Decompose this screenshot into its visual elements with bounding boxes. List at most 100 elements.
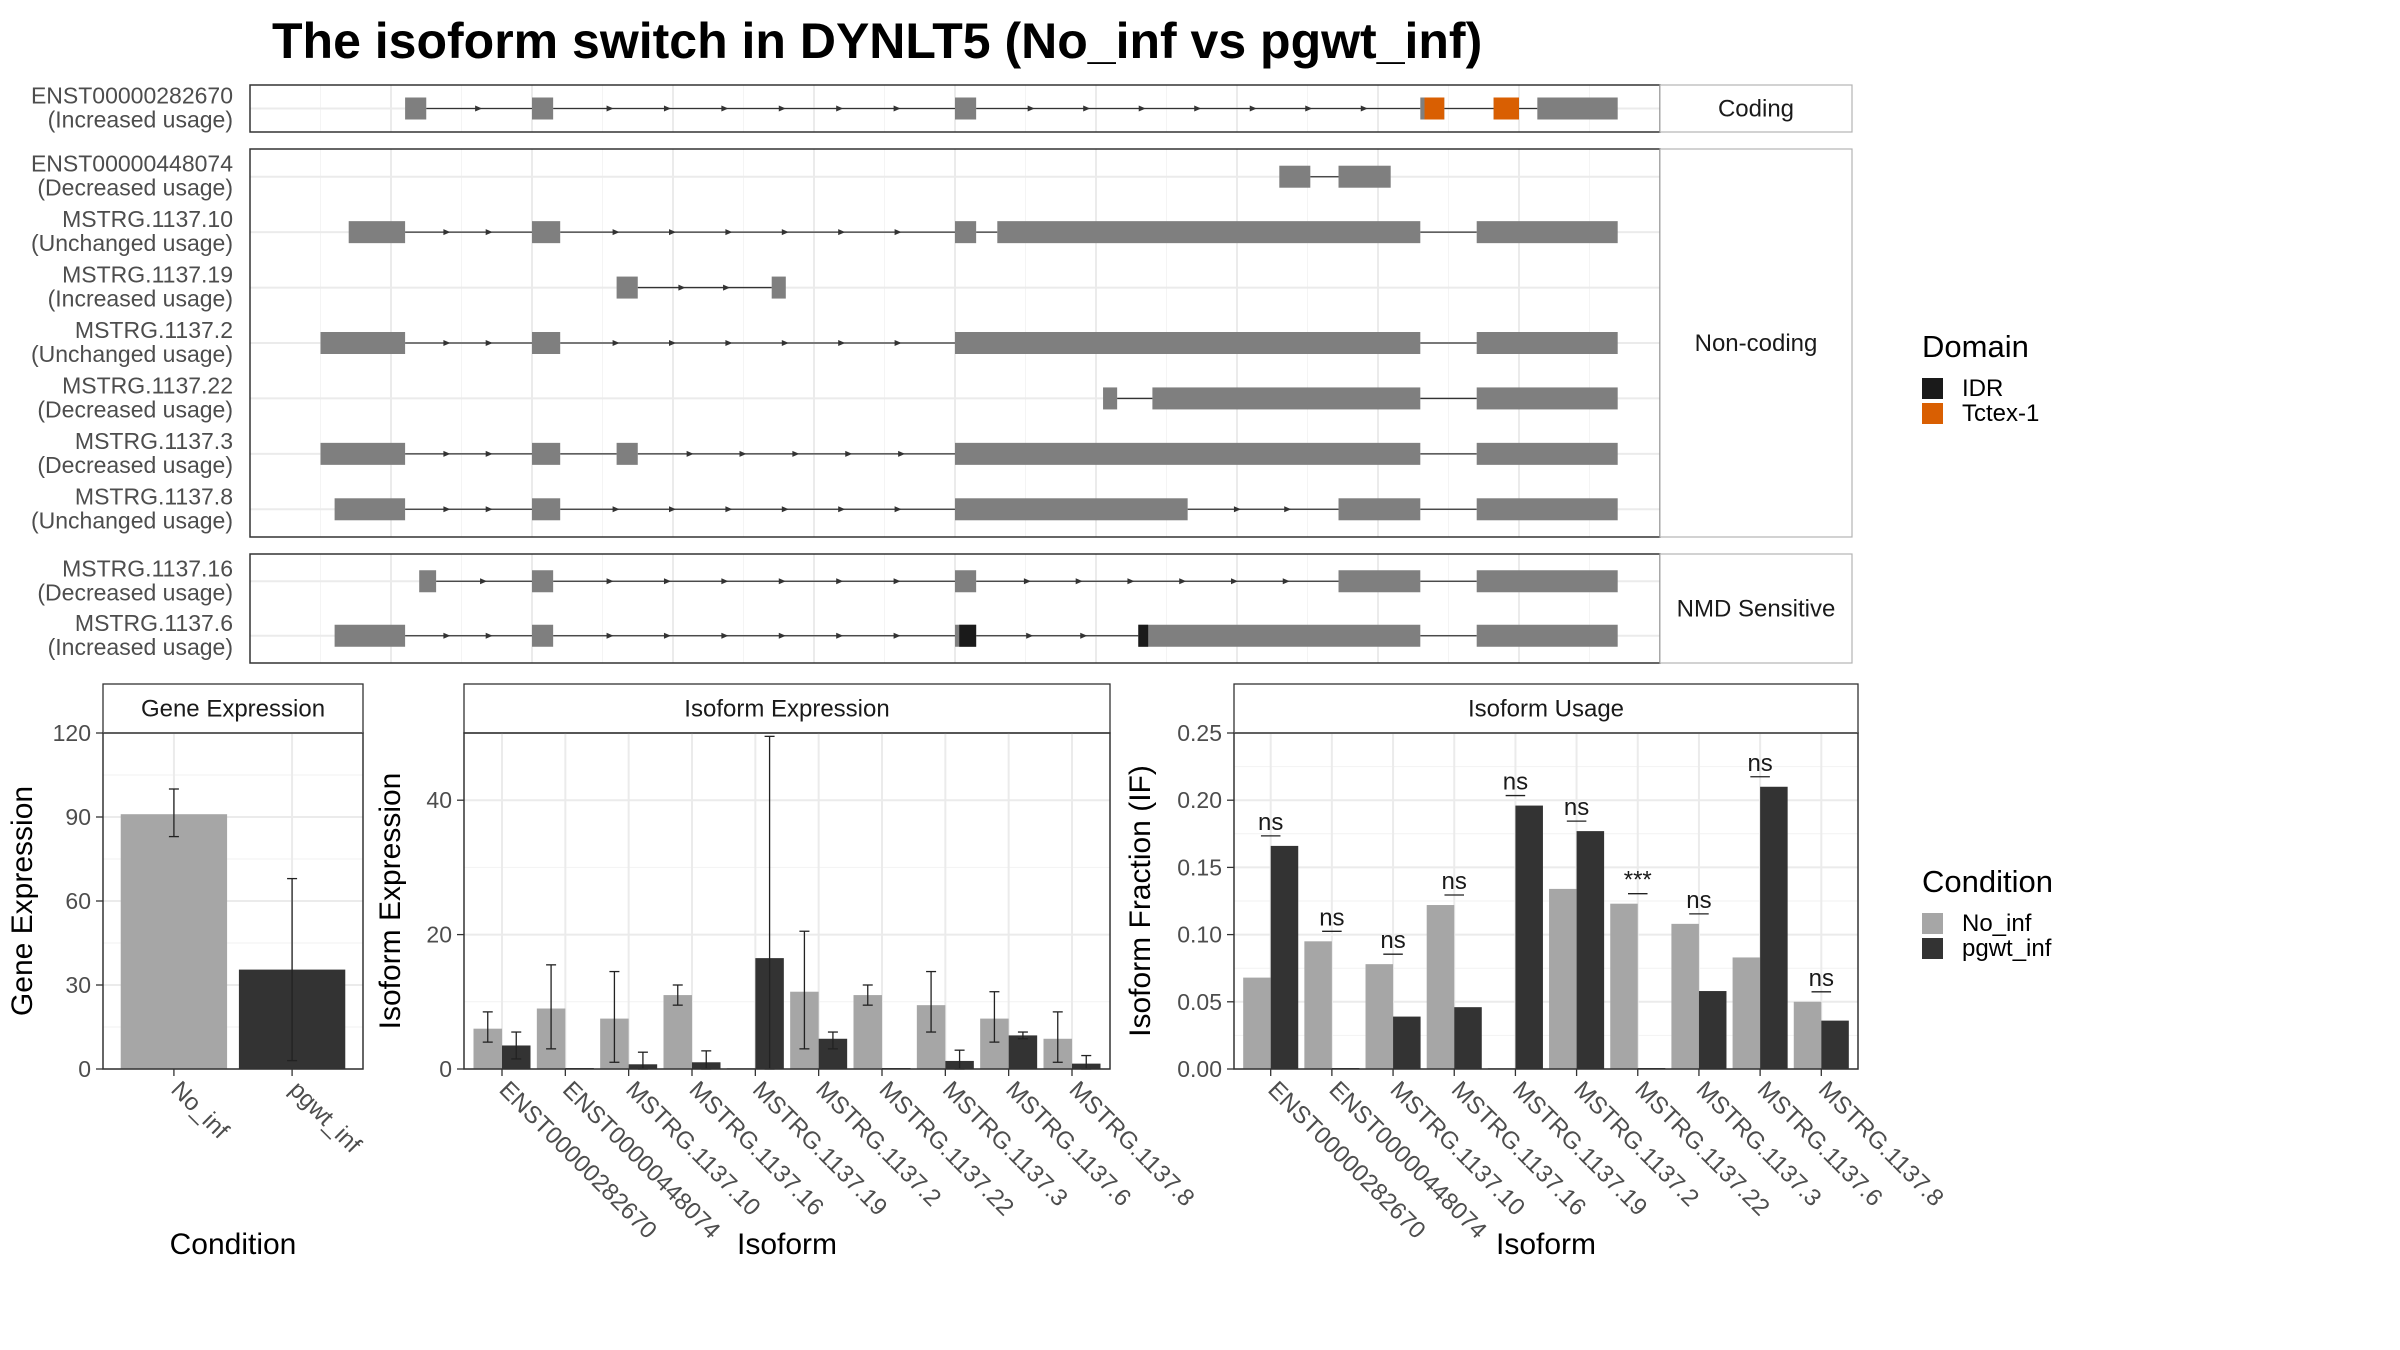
intron-arrow (1360, 105, 1368, 112)
exon (616, 442, 638, 465)
transcript-usage: (Decreased usage) (37, 175, 233, 201)
transcript-usage: (Increased usage) (48, 634, 233, 660)
bar (1454, 1007, 1482, 1069)
facet-strip (1659, 553, 1853, 664)
x-axis-title: Isoform (737, 1228, 837, 1261)
exon (532, 498, 561, 521)
bar (1304, 941, 1332, 1069)
y-axis-title: Gene Expression (6, 786, 39, 1016)
intron-arrow (663, 578, 671, 585)
transcript-name: MSTRG.1137.3 (75, 428, 233, 454)
intron-arrow (725, 506, 733, 513)
transcript-name: MSTRG.1137.6 (75, 610, 233, 636)
y-tick-label: 90 (65, 804, 91, 830)
facet-strip (1659, 148, 1853, 538)
intron-arrow (894, 506, 902, 513)
y-tick-label: 60 (65, 888, 91, 914)
exon (532, 332, 561, 354)
exon (1338, 498, 1421, 521)
bar (1515, 805, 1543, 1069)
bar (1671, 923, 1699, 1069)
intron-arrow (792, 450, 800, 457)
intron-arrow (838, 506, 846, 513)
exon (1476, 442, 1618, 465)
exon (532, 442, 561, 465)
exon (334, 498, 406, 521)
exon (1338, 570, 1421, 593)
bar (1793, 1001, 1822, 1069)
chart-title: Isoform Expression (684, 696, 889, 723)
bar (1576, 831, 1605, 1069)
legend-key (1922, 913, 1943, 934)
exon (348, 221, 406, 244)
intron-arrow (781, 229, 789, 236)
significance-label: ns (1503, 769, 1528, 796)
legend-title: Condition (1922, 864, 2053, 899)
intron-arrow (612, 229, 620, 236)
exon (334, 624, 406, 647)
y-axis-title: Isoform Fraction (IF) (1124, 765, 1157, 1037)
intron-arrow (669, 229, 676, 236)
transcript-usage: (Decreased usage) (37, 579, 233, 605)
exon (532, 221, 561, 244)
intron-arrow (725, 340, 733, 346)
intron-arrow (721, 578, 729, 585)
intron-arrow (606, 105, 614, 112)
bar (1008, 1035, 1038, 1069)
chart-strip (463, 683, 1111, 734)
chart-panel-border (1233, 732, 1859, 1070)
transcript-name: MSTRG.1137.22 (62, 372, 233, 398)
significance-label: ns (1686, 887, 1711, 914)
isoform-usage-chart: Isoform Usage ns ns ns ns ns ns *** ns ns ns 0.00 0.… (1124, 683, 1949, 1261)
intron-arrow (723, 284, 731, 291)
bar (1549, 888, 1577, 1069)
transcript-name: ENST00000448074 (31, 151, 233, 177)
exon (955, 442, 1421, 465)
intron-arrow (898, 450, 906, 457)
bar (1243, 977, 1271, 1069)
exon (955, 332, 1421, 354)
intron-arrow (686, 450, 694, 457)
exon (1476, 624, 1618, 647)
bar (1760, 786, 1788, 1069)
intron-arrow (480, 578, 488, 585)
intron-arrow (725, 229, 733, 236)
exon (1279, 165, 1311, 188)
figure-title: The isoform switch in DYNLT5 (No_inf vs … (272, 13, 1482, 69)
intron-arrow (485, 632, 493, 639)
legend-label: Tctex-1 (1962, 400, 2039, 427)
exon (955, 97, 977, 120)
transcript-usage: (Increased usage) (48, 107, 233, 133)
transcript-usage: (Unchanged usage) (31, 230, 233, 256)
exon (532, 97, 554, 120)
intron-arrow (894, 229, 902, 236)
intron-arrow (485, 506, 493, 513)
y-tick-label: 0 (78, 1056, 91, 1082)
intron-arrow (669, 340, 676, 346)
exon (955, 570, 977, 593)
exon (419, 570, 437, 593)
exon (955, 498, 1188, 521)
bar (1821, 1020, 1849, 1069)
exon (771, 276, 786, 299)
intron-arrow (778, 105, 786, 112)
intron-arrow (781, 340, 789, 346)
legend-label: No_inf (1962, 910, 2032, 937)
x-tick-label: No_inf (166, 1076, 234, 1144)
exon (1476, 221, 1618, 244)
y-tick-label: 0.10 (1177, 922, 1222, 948)
intron-arrow (1284, 506, 1292, 513)
exon (532, 570, 554, 593)
intron-arrow (721, 632, 729, 639)
intron-arrow (781, 506, 789, 513)
y-tick-label: 40 (426, 787, 452, 813)
intron-arrow (1080, 632, 1088, 639)
y-tick-label: 20 (426, 922, 452, 948)
facet-label: Non-coding (1695, 330, 1818, 357)
intron-arrow (1023, 578, 1031, 585)
intron-arrow (612, 340, 620, 346)
facet-label: NMD Sensitive (1677, 596, 1836, 623)
exon (405, 97, 427, 120)
